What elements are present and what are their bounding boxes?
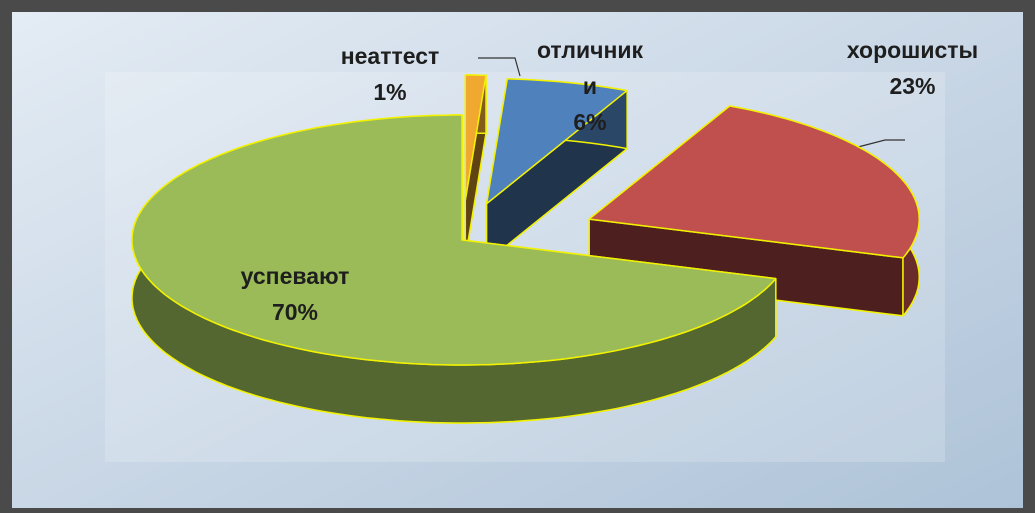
category-label: хорошисты bbox=[843, 32, 983, 68]
value-label: 70% bbox=[195, 294, 395, 330]
value-label: 1% bbox=[340, 74, 440, 110]
category-label: успевают bbox=[195, 258, 395, 294]
value-label: 23% bbox=[820, 68, 1005, 104]
category-label: отличники bbox=[531, 32, 649, 104]
category-label: неаттест bbox=[340, 38, 440, 74]
chart: неаттест1% отличники6% хорошисты23% успеваю… bbox=[0, 0, 1035, 513]
value-label: 6% bbox=[515, 104, 665, 140]
